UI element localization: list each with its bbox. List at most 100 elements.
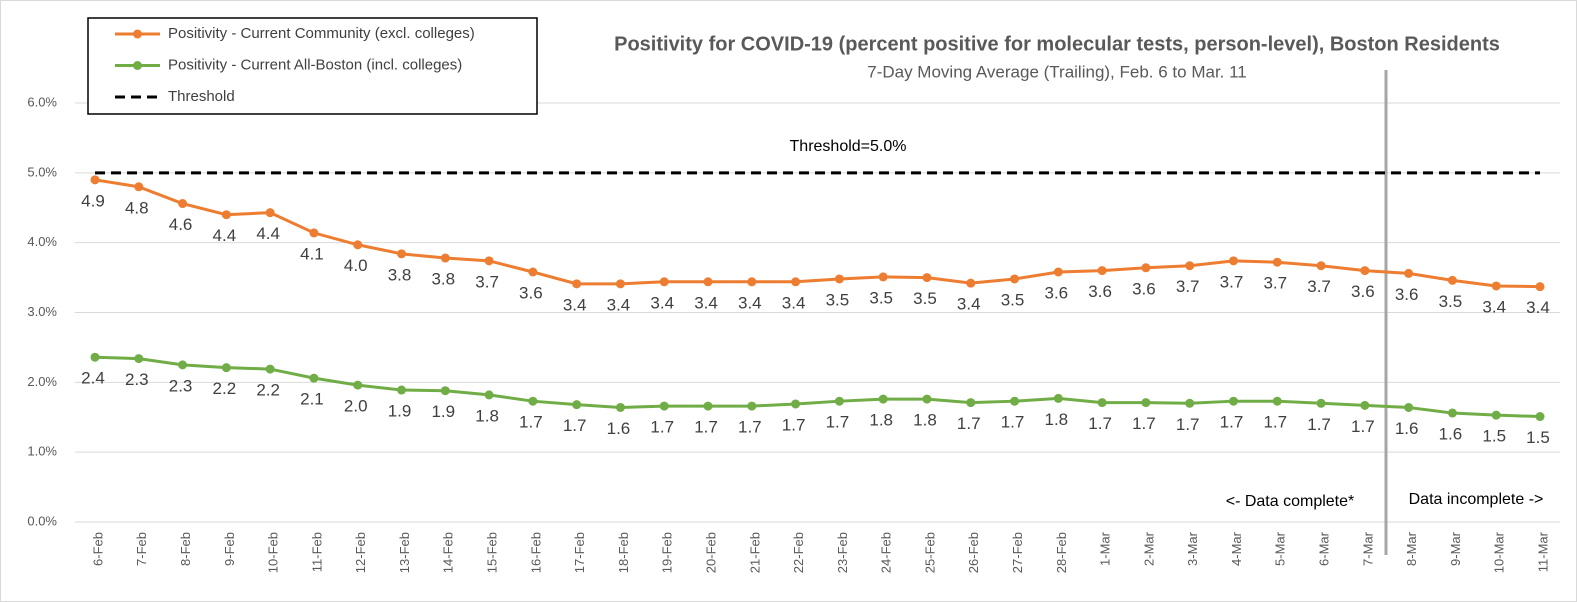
legend-label: Threshold xyxy=(168,88,235,105)
data-label: 1.8 xyxy=(1045,410,1069,429)
data-label: 2.3 xyxy=(125,370,149,389)
x-tick-label: 28-Feb xyxy=(1054,532,1069,573)
point xyxy=(615,279,625,289)
x-tick-label: 4-Mar xyxy=(1229,531,1244,566)
point xyxy=(878,394,888,404)
data-label: 1.7 xyxy=(519,413,543,432)
point xyxy=(309,228,319,238)
point xyxy=(440,386,450,396)
data-label: 3.5 xyxy=(1001,290,1025,309)
legend-marker xyxy=(133,29,142,39)
data-label: 3.4 xyxy=(738,293,762,312)
x-tick-label: 5-Mar xyxy=(1273,531,1288,566)
point xyxy=(134,182,144,192)
data-label: 3.6 xyxy=(1088,282,1112,301)
data-label: 2.1 xyxy=(300,390,324,409)
complete-annotation: <- Data complete* xyxy=(1226,493,1355,510)
data-label: 3.4 xyxy=(650,293,674,312)
point xyxy=(1097,266,1107,276)
point xyxy=(572,400,582,410)
point xyxy=(1535,282,1545,292)
point xyxy=(484,256,494,266)
x-tick-label: 25-Feb xyxy=(922,532,937,573)
data-label: 3.4 xyxy=(607,295,631,314)
point xyxy=(922,394,932,404)
point xyxy=(1141,398,1151,408)
legend-marker xyxy=(133,61,142,70)
data-label: 3.7 xyxy=(1263,274,1287,293)
data-label: 3.6 xyxy=(1132,279,1156,298)
data-label: 3.7 xyxy=(475,272,499,291)
chart-subtitle: 7-Day Moving Average (Trailing), Feb. 6 … xyxy=(867,62,1247,81)
x-tick-label: 16-Feb xyxy=(528,532,543,573)
data-label: 1.8 xyxy=(913,411,937,430)
point xyxy=(440,253,450,263)
x-tick-label: 19-Feb xyxy=(660,532,675,573)
data-label: 3.6 xyxy=(1395,285,1419,304)
x-tick-label: 12-Feb xyxy=(353,532,368,573)
point xyxy=(659,401,669,411)
point xyxy=(484,390,494,400)
data-label: 1.7 xyxy=(694,418,718,437)
point xyxy=(966,278,976,288)
data-label: 1.7 xyxy=(1263,413,1287,432)
x-tick-label: 2-Mar xyxy=(1141,531,1156,566)
point xyxy=(1272,257,1282,267)
point xyxy=(221,210,231,220)
data-label: 2.4 xyxy=(81,369,105,388)
data-label: 1.7 xyxy=(957,414,981,433)
point xyxy=(791,277,801,287)
data-label: 1.6 xyxy=(1439,425,1463,444)
data-label: 1.7 xyxy=(826,413,850,432)
point xyxy=(703,401,713,411)
point xyxy=(1272,396,1282,406)
data-label: 3.4 xyxy=(1482,297,1506,316)
point xyxy=(265,208,275,218)
data-label: 3.6 xyxy=(1351,282,1375,301)
point xyxy=(878,272,888,282)
point xyxy=(791,399,801,409)
point xyxy=(1535,412,1545,422)
point xyxy=(134,354,144,364)
data-label: 4.9 xyxy=(81,191,105,210)
series-line xyxy=(94,178,1541,289)
y-tick-label: 2.0% xyxy=(27,374,57,389)
point xyxy=(1316,261,1326,271)
point xyxy=(1185,398,1195,408)
point xyxy=(1228,396,1238,406)
point xyxy=(1404,402,1414,412)
data-label: 4.0 xyxy=(344,256,368,275)
x-tick-label: 10-Feb xyxy=(266,532,281,573)
point xyxy=(747,277,757,287)
point xyxy=(615,402,625,412)
data-label: 1.9 xyxy=(388,401,412,420)
point xyxy=(1228,256,1238,266)
data-label: 1.7 xyxy=(563,416,587,435)
x-tick-label: 6-Feb xyxy=(90,532,105,566)
legend: Positivity - Current Community (excl. co… xyxy=(87,17,538,115)
x-tick-label: 18-Feb xyxy=(616,532,631,573)
data-label: 2.2 xyxy=(256,381,280,400)
point xyxy=(397,249,407,259)
x-tick-label: 1-Mar xyxy=(1098,531,1113,566)
legend-label: Positivity - Current Community (excl. co… xyxy=(168,25,475,42)
data-label: 3.4 xyxy=(1526,298,1550,317)
y-tick-label: 3.0% xyxy=(27,304,57,319)
legend-box xyxy=(87,17,538,115)
data-label: 4.4 xyxy=(213,226,237,245)
x-tick-label: 11-Feb xyxy=(309,532,324,572)
point xyxy=(221,363,231,373)
data-label: 3.7 xyxy=(1220,272,1244,291)
point xyxy=(834,274,844,284)
point xyxy=(1316,398,1326,408)
data-label: 3.4 xyxy=(957,295,981,314)
x-tick-label: 27-Feb xyxy=(1010,532,1025,573)
point xyxy=(353,240,363,250)
x-tick-label: 10-Mar xyxy=(1492,531,1507,573)
data-label: 1.7 xyxy=(650,418,674,437)
x-tick-label: 14-Feb xyxy=(441,532,456,573)
x-tick-label: 13-Feb xyxy=(397,532,412,573)
point xyxy=(528,267,538,277)
data-label: 1.5 xyxy=(1526,428,1550,447)
